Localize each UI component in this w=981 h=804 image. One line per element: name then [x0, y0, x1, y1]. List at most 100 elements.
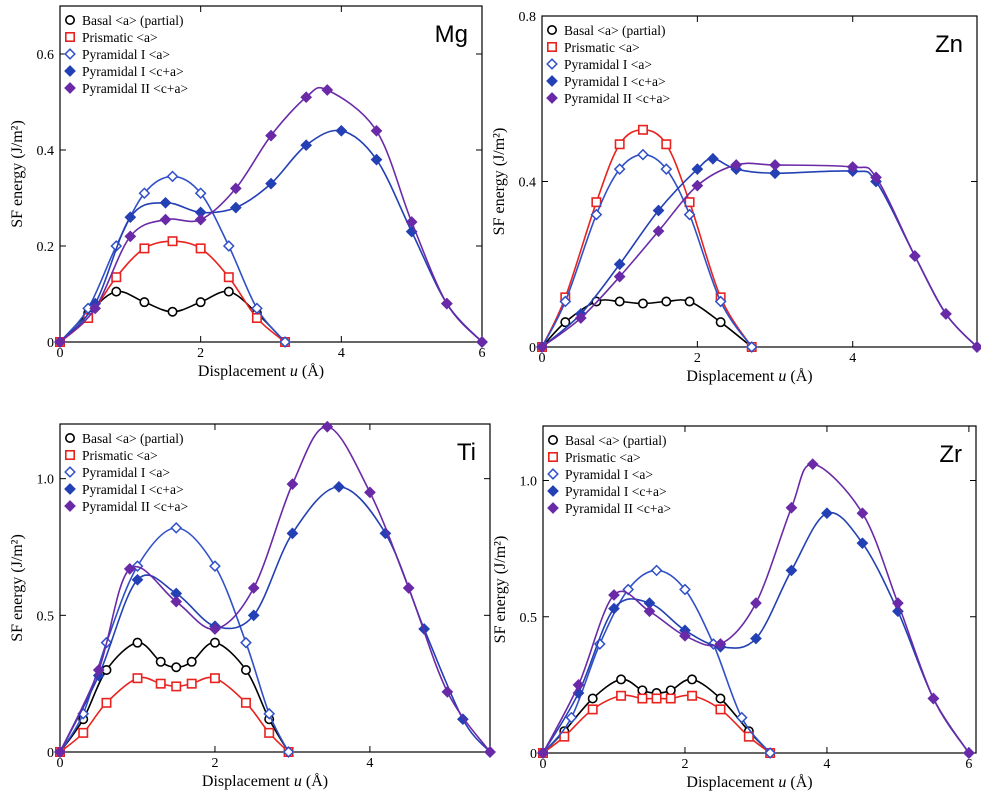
y-tick-label: 0.4	[519, 176, 537, 191]
data-point	[247, 609, 260, 622]
legend-label: Basal <a> (partial)	[82, 13, 183, 28]
data-point	[54, 746, 66, 758]
data-point	[186, 656, 197, 667]
data-point	[735, 711, 748, 724]
data-point	[870, 171, 882, 184]
data-point	[282, 746, 295, 758]
data-point	[440, 297, 453, 310]
data-point	[665, 693, 676, 704]
legend-marker	[64, 483, 76, 495]
data-point	[660, 163, 673, 175]
data-point	[194, 187, 207, 200]
series-line	[59, 486, 491, 753]
legend-label: Pyramidal I <a>	[82, 47, 170, 62]
data-point	[856, 537, 869, 550]
data-point	[264, 727, 275, 738]
legend-label: Pyramidal I <c+a>	[564, 74, 666, 89]
data-point	[769, 159, 781, 171]
data-point	[559, 295, 572, 308]
x-axis-label: Displacement u (Å)	[686, 773, 812, 791]
y-tick-label: 0.4	[37, 144, 55, 159]
y-tick-label: 0.5	[520, 611, 538, 626]
data-point	[643, 605, 656, 618]
legend-label: Pyramidal I <a>	[565, 467, 653, 482]
data-point	[661, 139, 672, 150]
element-label: Ti	[457, 439, 476, 466]
data-point	[124, 211, 137, 224]
series-line	[59, 175, 286, 343]
x-axis-label: Displacement u (Å)	[202, 772, 328, 790]
data-point	[54, 336, 66, 348]
data-point	[111, 272, 122, 283]
y-axis-label: SF energy (J/m²)	[492, 536, 509, 644]
data-point	[927, 692, 940, 705]
data-point	[132, 637, 143, 648]
data-point	[652, 204, 665, 217]
data-point	[240, 636, 252, 649]
legend-marker	[546, 75, 558, 87]
y-tick-label: 0.6	[37, 48, 55, 63]
data-point	[131, 573, 144, 586]
data-point	[379, 527, 392, 540]
legend-marker	[65, 15, 76, 25]
data-point	[170, 595, 183, 608]
data-point	[155, 656, 166, 667]
data-point	[591, 197, 602, 208]
data-point	[614, 296, 625, 307]
data-point	[637, 124, 648, 135]
data-point	[441, 686, 454, 698]
data-point	[707, 152, 719, 165]
y-axis-label: SF energy (J/m²)	[9, 120, 26, 228]
x-tick-label: 4	[823, 757, 830, 772]
x-tick-label: 4	[849, 351, 856, 366]
data-point	[691, 163, 704, 175]
data-point	[714, 295, 727, 308]
data-point	[750, 632, 762, 645]
data-point	[155, 678, 166, 689]
series-line	[541, 128, 753, 348]
data-point	[856, 507, 869, 520]
data-point	[333, 481, 345, 493]
data-point	[750, 597, 762, 609]
data-point	[637, 148, 649, 161]
data-point	[209, 623, 221, 635]
x-axis-label: Displacement u (Å)	[686, 367, 812, 385]
legend-marker	[547, 485, 559, 497]
data-point	[223, 286, 234, 297]
data-point	[370, 153, 383, 166]
legend-label: Pyramidal II <c+a>	[82, 81, 188, 96]
legend-label: Pyramidal I <c+a>	[82, 482, 184, 497]
y-tick-label: 0	[529, 341, 536, 356]
data-point	[536, 341, 548, 353]
legend-marker	[547, 451, 558, 462]
series-line	[541, 157, 978, 348]
legend-marker	[65, 31, 76, 42]
legend-label: Pyramidal I <a>	[564, 57, 652, 72]
data-point	[265, 177, 277, 190]
data-point	[769, 167, 781, 180]
legend-marker	[65, 449, 76, 460]
x-tick-label: 2	[211, 756, 218, 771]
data-point	[240, 697, 251, 708]
data-point	[247, 582, 260, 594]
legend-label: Pyramidal I <c+a>	[82, 64, 184, 79]
data-point	[484, 746, 496, 758]
data-point	[321, 420, 334, 433]
y-tick-label: 0	[47, 336, 54, 351]
data-point	[971, 341, 981, 353]
data-point	[908, 250, 921, 262]
data-point	[608, 589, 620, 601]
data-point	[321, 84, 334, 96]
data-point	[637, 693, 648, 704]
legend-marker	[64, 65, 76, 77]
y-tick-label: 0.8	[519, 10, 537, 25]
data-point	[821, 507, 833, 520]
data-point	[691, 179, 704, 192]
y-axis-label: SF energy (J/m²)	[9, 534, 26, 642]
legend-marker	[546, 92, 558, 104]
legend-marker	[547, 502, 559, 514]
data-point	[745, 341, 758, 353]
legend-marker	[64, 466, 76, 478]
legend-label: Basal <a> (partial)	[565, 433, 666, 448]
data-point	[132, 673, 143, 684]
